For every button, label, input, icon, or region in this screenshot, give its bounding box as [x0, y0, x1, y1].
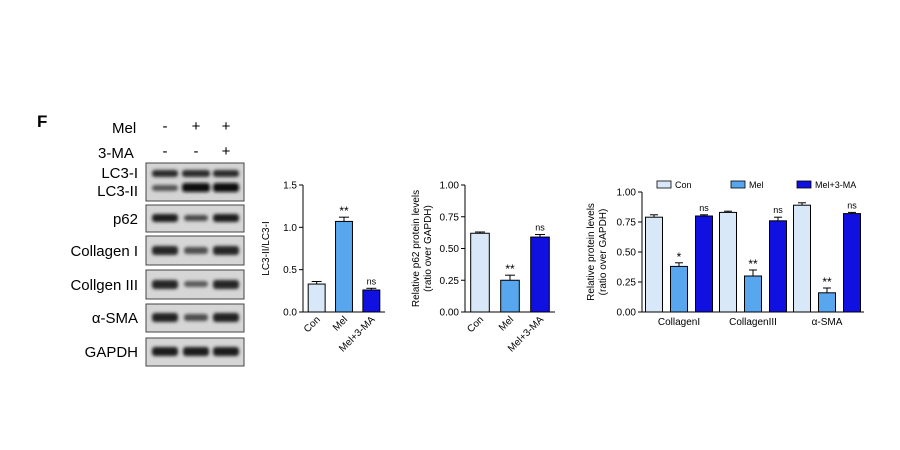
- significance-label: ns: [367, 276, 377, 286]
- blot-strip-lc3: [145, 162, 245, 202]
- band-label-collagen-iii: Collgen III: [70, 277, 138, 294]
- significance-label: ns: [847, 200, 857, 210]
- bar: [793, 204, 811, 313]
- significance-label: **: [822, 275, 832, 289]
- x-tick-label: CollagenIII: [729, 317, 777, 328]
- y-tick-label: 0.0: [283, 308, 297, 319]
- y-tick-label: 1.0: [283, 223, 297, 234]
- y-tick-label: 1.5: [283, 181, 297, 192]
- blot-strip-collagen-iii: [145, 269, 245, 300]
- x-tick-label: Con: [465, 314, 486, 335]
- y-tick-label: 0.75: [440, 212, 460, 223]
- bar: [843, 213, 861, 313]
- treatment-label-mel: Mel: [112, 120, 137, 137]
- x-tick-label: Mel: [497, 314, 516, 333]
- band-label-p62: p62: [112, 211, 138, 228]
- y-axis-label-line2: (ratio over GAPDH): [423, 205, 434, 292]
- legend-swatch: [796, 180, 812, 189]
- y-tick-label: 1.00: [440, 181, 460, 192]
- y-tick-label: 1.00: [617, 188, 637, 199]
- band-label-collagen-i: Collagen I: [70, 243, 138, 260]
- bar: [769, 220, 787, 313]
- y-axis-label-line2: (ratio over GAPDH): [598, 209, 609, 296]
- bar-con: [307, 283, 326, 313]
- blot-strip-alpha-sma: [145, 303, 245, 333]
- bar-con: [470, 232, 490, 313]
- legend-label: Mel+3-MA: [815, 180, 856, 190]
- y-axis-label: Relative protein levels: [586, 203, 597, 301]
- blot-strip-gapdh: [145, 337, 245, 367]
- bar: [695, 215, 713, 313]
- chart-protein-levels: 0.00 0.25 0.50 0.75 1.00 Relative protein lev…: [586, 180, 864, 328]
- significance-label: **: [505, 262, 515, 276]
- treatment-sign: -: [162, 118, 168, 135]
- bar: [818, 292, 836, 313]
- band-label-lc3-ii: LC3-II: [97, 183, 138, 200]
- x-tick-label: Con: [302, 314, 323, 335]
- band-label-alpha-sma: α-SMA: [91, 310, 138, 327]
- chart-p62-levels: 0.00 0.25 0.50 0.75 1.00 Relative p62 protein…: [411, 181, 555, 355]
- y-tick-label: 0.50: [440, 244, 460, 255]
- legend-label: Con: [675, 180, 692, 190]
- x-tick-label: α-SMA: [812, 317, 843, 328]
- treatment-sign: -: [193, 143, 199, 160]
- bar-mel: [335, 220, 353, 313]
- legend-label: Mel: [749, 180, 764, 190]
- band-label-lc3-i: LC3-I: [101, 165, 138, 182]
- x-tick-label: Mel: [331, 314, 350, 333]
- bar: [719, 211, 737, 313]
- blot-strip-p62: [145, 204, 245, 233]
- treatment-sign: +: [191, 118, 201, 135]
- bar-mel-3-ma: [530, 236, 550, 313]
- legend-swatch: [730, 180, 746, 189]
- treatment-sign: +: [221, 143, 231, 160]
- significance-label: ns: [773, 205, 783, 215]
- band-label-gapdh: GAPDH: [84, 344, 138, 361]
- chart-lc3-ratio: 0.00.51.01.5LC3-II/LC3-ICon**MelnsMel+3-…: [261, 181, 385, 355]
- y-tick-label: 0.75: [617, 218, 637, 229]
- treatment-sign: +: [221, 118, 231, 135]
- blot-strip-collagen-i: [145, 235, 245, 266]
- treatment-label-3ma: 3-MA: [98, 145, 134, 162]
- treatment-sign: -: [162, 143, 168, 160]
- bar: [670, 265, 688, 313]
- y-tick-label: 0.00: [617, 308, 637, 319]
- y-tick-label: 0.25: [440, 276, 460, 287]
- significance-label: **: [748, 257, 758, 271]
- panel-label: F: [37, 112, 48, 131]
- significance-label: ns: [535, 223, 545, 233]
- y-tick-label: 0.00: [440, 308, 460, 319]
- y-axis-label: Relative p62 protein levels: [411, 190, 422, 307]
- significance-label: *: [677, 250, 682, 264]
- y-tick-label: 0.5: [283, 265, 297, 276]
- bar: [744, 275, 762, 313]
- x-tick-label: CollagenI: [658, 317, 700, 328]
- significance-label: ns: [699, 203, 709, 213]
- significance-label: **: [339, 204, 349, 218]
- bar-mel-3-ma: [362, 289, 381, 313]
- legend-swatch: [656, 180, 672, 189]
- y-tick-label: 0.50: [617, 248, 637, 259]
- bar-mel: [500, 279, 520, 313]
- bar: [645, 216, 663, 313]
- y-tick-label: 0.25: [617, 278, 637, 289]
- y-axis-label: LC3-II/LC3-I: [261, 221, 272, 275]
